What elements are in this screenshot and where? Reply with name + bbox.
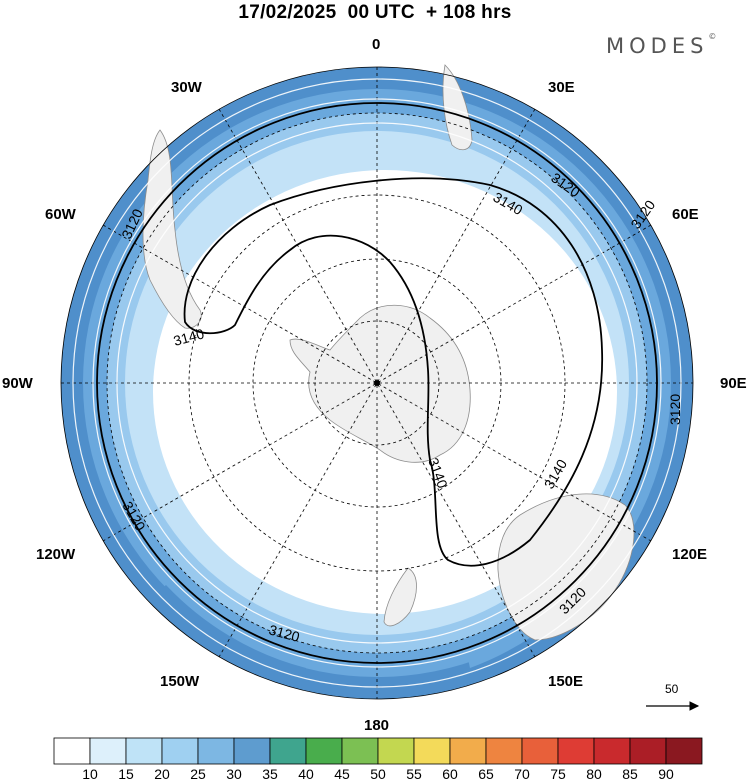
lon-label-180: 180: [364, 717, 390, 734]
lon-label-150w: 150W: [160, 673, 200, 690]
colorbar-tick-label: 20: [154, 766, 170, 782]
colorbar-tick-label: 70: [514, 766, 530, 782]
modes-logo: MODES©: [606, 32, 717, 58]
colorbar-tick-label: 15: [118, 766, 134, 782]
colorbar-tick-label: 75: [550, 766, 566, 782]
colorbar-swatch: [53, 737, 91, 765]
lon-label-120e: 120E: [672, 546, 708, 563]
colorbar-tick-label: 55: [406, 766, 422, 782]
lon-label-30e: 30E: [548, 79, 575, 96]
colorbar-swatch: [269, 737, 307, 765]
contour-lines: [96, 102, 658, 664]
streamline-1: [72, 78, 682, 688]
colorbar-swatch: [161, 737, 199, 765]
contour-3120: [96, 102, 658, 664]
colorbar: [53, 737, 703, 765]
map-title: 17/02/2025 00 UTC + 108 hrs: [238, 2, 512, 23]
colorbar-swatch: [593, 737, 631, 765]
graticule: [61, 67, 693, 699]
colorbar-swatch: [521, 737, 559, 765]
africa-tip: [442, 64, 473, 151]
colorbar-swatch: [485, 737, 523, 765]
colorbar-swatch: [125, 737, 163, 765]
lon-label-30w: 30W: [171, 79, 202, 96]
lon-label-60e: 60E: [672, 206, 699, 223]
colorbar-swatch: [233, 737, 271, 765]
band-30-patch-sw: [150, 585, 306, 690]
colorbar-tick-label: 90: [658, 766, 674, 782]
colorbar-tick-label: 65: [478, 766, 494, 782]
colorbar-swatch: [89, 737, 127, 765]
colorbar-tick-label: 45: [334, 766, 350, 782]
lon-label-120w: 120W: [36, 546, 76, 563]
colorbar-swatch: [377, 737, 415, 765]
colorbar-tick-label: 50: [370, 766, 386, 782]
lon-label-90w: 90W: [2, 375, 33, 392]
colorbar-swatch: [197, 737, 235, 765]
wind-streamlines: [72, 78, 682, 688]
australia: [497, 493, 635, 641]
colorbar-tick-label: 85: [622, 766, 638, 782]
colorbar-tick-label: 35: [262, 766, 278, 782]
colorbar-tick-label: 10: [82, 766, 98, 782]
colorbar-swatch: [341, 737, 379, 765]
south-pole-marker: [374, 380, 380, 386]
colorbar-swatch: [557, 737, 595, 765]
latitude-circle-4: [106, 112, 648, 654]
colorbar-swatch: [413, 737, 451, 765]
wind-reference-arrow: [646, 701, 700, 711]
streamline-2: [92, 98, 662, 668]
colorbar-swatch: [305, 737, 343, 765]
lon-label-60w: 60W: [45, 206, 76, 223]
wind-reference-label: 50: [665, 682, 679, 696]
lon-label-150e: 150E: [548, 673, 584, 690]
new-zealand: [383, 567, 417, 627]
streamline-3: [116, 122, 638, 644]
colorbar-tick-label: 80: [586, 766, 602, 782]
colorbar-tick-label: 40: [298, 766, 314, 782]
colorbar-tick-label: 30: [226, 766, 242, 782]
lon-label-0: 0: [372, 36, 381, 53]
colorbar-tick-label: 25: [190, 766, 206, 782]
contour-labels: 3120 3120 3120 3120 3120 3120 3120 3140 …: [118, 169, 683, 645]
contour-label-3120-6: 3120: [667, 394, 683, 425]
colorbar-swatch: [665, 737, 703, 765]
lon-label-90e: 90E: [720, 375, 747, 392]
colorbar-tick-label: 60: [442, 766, 458, 782]
colorbar-swatch: [449, 737, 487, 765]
contour-label-3140-1: 3140: [172, 325, 206, 349]
contour-label-3120-4: 3120: [267, 621, 301, 645]
contour-3140: [183, 177, 604, 567]
colorbar-swatch: [629, 737, 667, 765]
